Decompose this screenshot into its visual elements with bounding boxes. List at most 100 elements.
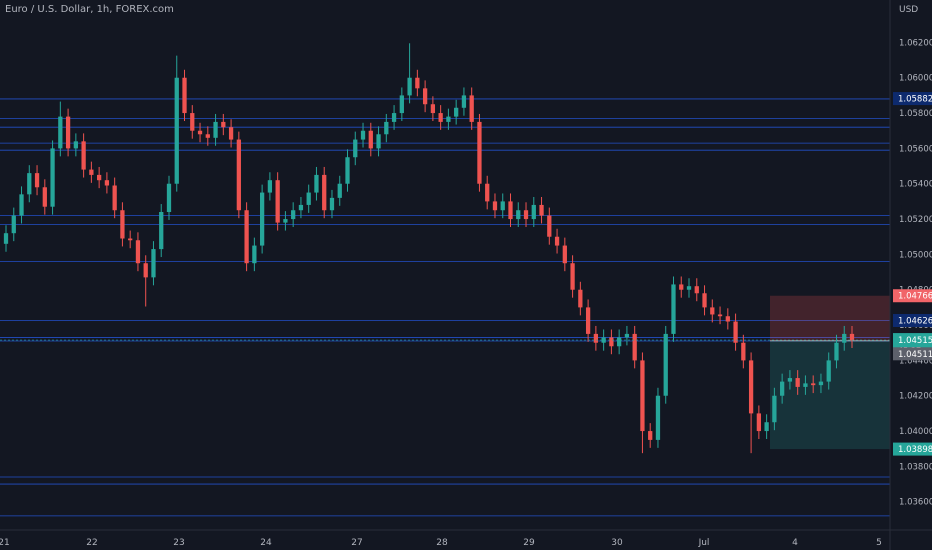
candle-body[interactable] xyxy=(601,337,606,343)
candle-body[interactable] xyxy=(609,337,614,347)
candle-body[interactable] xyxy=(368,130,373,149)
candle-body[interactable] xyxy=(182,77,187,114)
candle-body[interactable] xyxy=(244,210,249,264)
candle-body[interactable] xyxy=(547,215,552,237)
candle-body[interactable] xyxy=(151,249,156,278)
candle-body[interactable] xyxy=(228,127,234,140)
candle-body[interactable] xyxy=(174,77,179,184)
candle-body[interactable] xyxy=(717,314,723,317)
candle-body[interactable] xyxy=(19,194,24,216)
candle-body[interactable] xyxy=(50,148,55,207)
candle-body[interactable] xyxy=(236,139,241,211)
candle-body[interactable] xyxy=(399,95,404,114)
candle-body[interactable] xyxy=(306,192,311,205)
candle-body[interactable] xyxy=(710,307,715,315)
candle-body[interactable] xyxy=(322,174,327,211)
candle-body[interactable] xyxy=(694,286,699,294)
candle-body[interactable] xyxy=(578,289,583,308)
candle-body[interactable] xyxy=(733,321,738,343)
candle-body[interactable] xyxy=(818,381,824,386)
candle-body[interactable] xyxy=(205,134,210,138)
candle-body[interactable] xyxy=(89,169,94,175)
candle-body[interactable] xyxy=(283,219,288,223)
candle-body[interactable] xyxy=(849,333,855,341)
candle-body[interactable] xyxy=(640,360,645,432)
candle-body[interactable] xyxy=(477,121,482,184)
candle-body[interactable] xyxy=(764,422,769,432)
candle-body[interactable] xyxy=(531,204,536,220)
candle-body[interactable] xyxy=(120,210,125,239)
candle-body[interactable] xyxy=(585,307,591,334)
candle-body[interactable] xyxy=(686,286,692,290)
candle-body[interactable] xyxy=(221,121,226,128)
candle-body[interactable] xyxy=(166,183,172,212)
candle-body[interactable] xyxy=(811,383,816,386)
candle-body[interactable] xyxy=(485,183,490,202)
candle-body[interactable] xyxy=(159,212,164,250)
candle-body[interactable] xyxy=(345,157,350,184)
candle-body[interactable] xyxy=(298,204,304,211)
candle-body[interactable] xyxy=(756,413,761,432)
candle-body[interactable] xyxy=(787,378,793,382)
candle-body[interactable] xyxy=(65,116,71,149)
candle-body[interactable] xyxy=(702,293,707,308)
candle-body[interactable] xyxy=(593,333,599,343)
candle-body[interactable] xyxy=(772,395,777,423)
candle-body[interactable] xyxy=(97,174,102,181)
candle-body[interactable] xyxy=(446,116,451,122)
candle-body[interactable] xyxy=(73,141,78,149)
candle-body[interactable] xyxy=(780,381,785,396)
candle-body[interactable] xyxy=(252,245,257,264)
candle-body[interactable] xyxy=(438,113,443,122)
candle-body[interactable] xyxy=(454,107,459,117)
candle-body[interactable] xyxy=(748,360,754,414)
candle-body[interactable] xyxy=(376,134,381,149)
candle-body[interactable] xyxy=(671,284,676,334)
candle-body[interactable] xyxy=(259,192,265,246)
candle-body[interactable] xyxy=(275,180,280,223)
candle-body[interactable] xyxy=(834,342,839,361)
candle-body[interactable] xyxy=(291,210,296,220)
candle-body[interactable] xyxy=(469,95,474,122)
candle-body[interactable] xyxy=(190,113,195,131)
candle-body[interactable] xyxy=(826,360,831,382)
candle-body[interactable] xyxy=(562,245,567,264)
candle-body[interactable] xyxy=(81,141,86,170)
candle-body[interactable] xyxy=(492,201,498,211)
candle-body[interactable] xyxy=(516,210,521,220)
candle-body[interactable] xyxy=(617,337,622,347)
candle-body[interactable] xyxy=(135,240,141,264)
candle-body[interactable] xyxy=(655,395,661,440)
candle-body[interactable] xyxy=(407,77,412,96)
candle-body[interactable] xyxy=(11,215,16,234)
candle-body[interactable] xyxy=(648,431,653,440)
candle-body[interactable] xyxy=(360,130,366,140)
candle-body[interactable] xyxy=(27,173,32,195)
candle-body[interactable] xyxy=(663,333,668,396)
candle-body[interactable] xyxy=(353,139,358,158)
candle-body[interactable] xyxy=(58,116,63,149)
candle-body[interactable] xyxy=(329,197,335,211)
candle-body[interactable] xyxy=(554,236,560,246)
candle-body[interactable] xyxy=(461,95,467,108)
candle-body[interactable] xyxy=(213,121,218,138)
candle-body[interactable] xyxy=(795,378,800,387)
candle-body[interactable] xyxy=(624,333,630,338)
candle-body[interactable] xyxy=(128,238,133,241)
candle-body[interactable] xyxy=(112,185,117,211)
candle-body[interactable] xyxy=(570,263,575,290)
candle-body[interactable] xyxy=(384,121,389,135)
candle-body[interactable] xyxy=(500,201,505,211)
candle-body[interactable] xyxy=(104,180,110,186)
candle-body[interactable] xyxy=(523,210,529,220)
candle-body[interactable] xyxy=(803,383,808,387)
candle-body[interactable] xyxy=(539,204,544,216)
candle-body[interactable] xyxy=(415,77,420,89)
candle-body[interactable] xyxy=(197,130,203,135)
candle-body[interactable] xyxy=(34,173,40,188)
candle-body[interactable] xyxy=(3,233,9,244)
candle-body[interactable] xyxy=(679,284,684,290)
candle-body[interactable] xyxy=(314,174,319,193)
